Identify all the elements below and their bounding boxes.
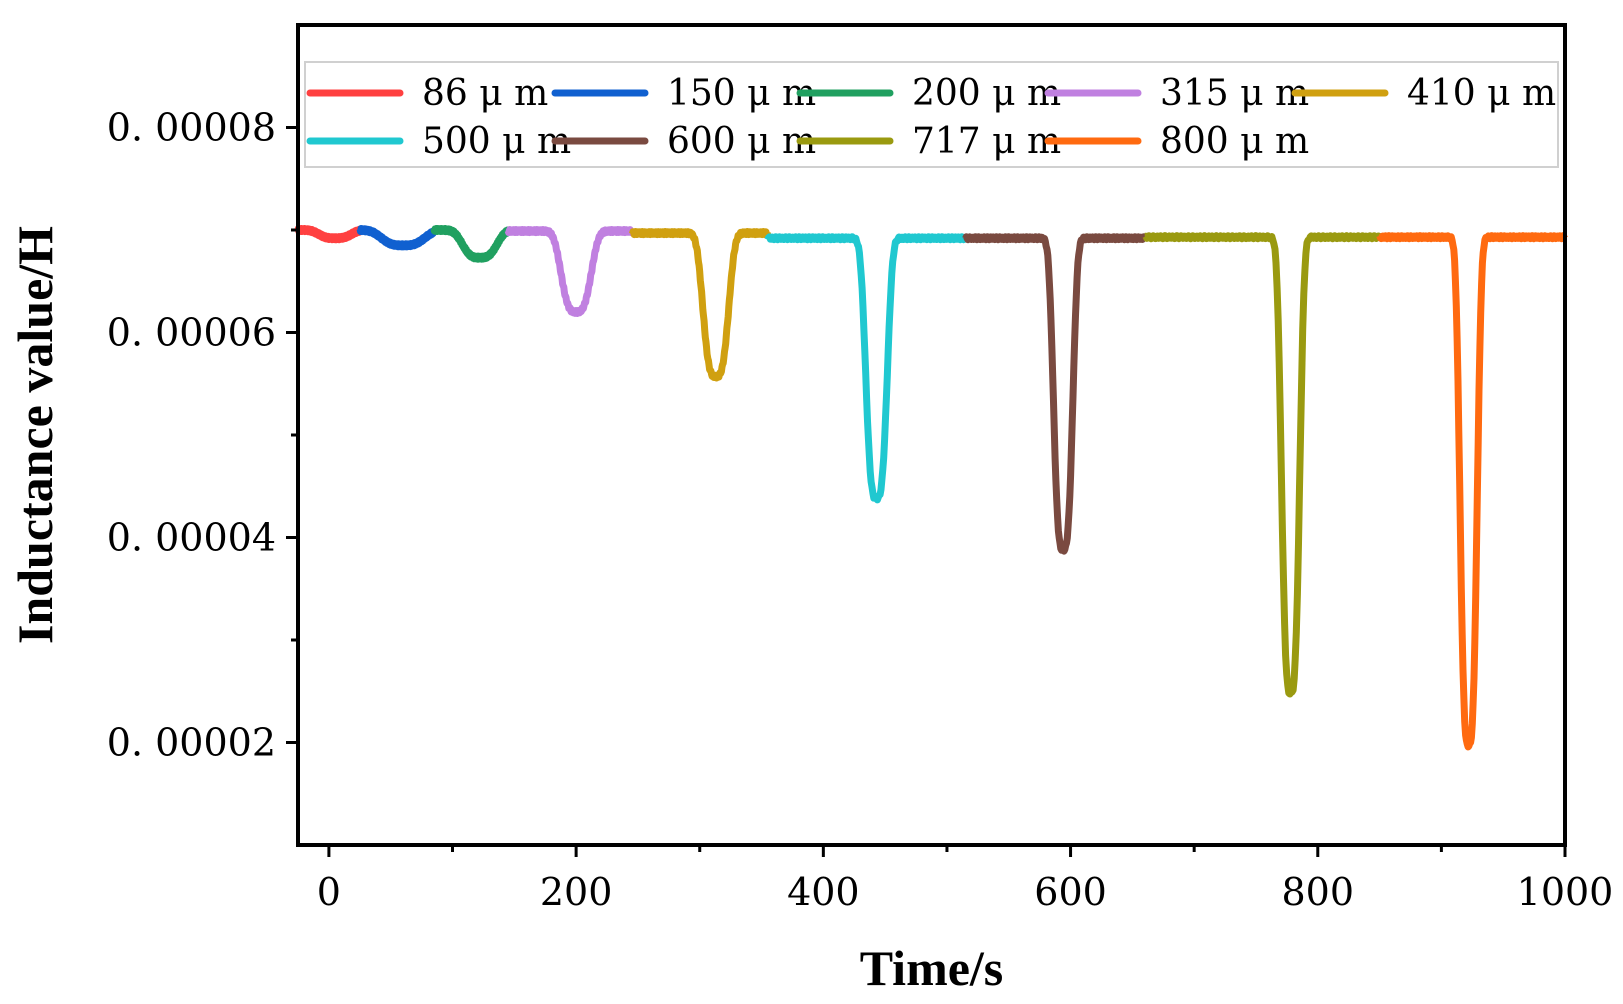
legend-label: 500 μ m [422,121,571,162]
ticks-layer: 0 200 400 600 800 1000 0. 00002 0. 00004 0. 0000… [107,106,1614,915]
series-line [1142,232,1383,698]
legend-label: 200 μ m [912,73,1061,114]
series-layer [294,225,1568,751]
x-tick-label: 600 [1034,870,1107,914]
series-line [430,225,512,263]
y-tick-label: 0. 00004 [107,516,276,560]
x-tick-label: 800 [1282,870,1355,914]
legend-label: 600 μ m [667,121,816,162]
series-line [294,225,364,244]
legend-box [304,61,1559,168]
series-line [356,225,438,251]
series-line [1376,232,1568,751]
series-line [628,228,772,382]
x-tick-label: 400 [787,870,860,914]
y-tick-label: 0. 00002 [107,721,276,765]
series-line [962,233,1148,555]
legend-label: 86 μ m [422,73,548,114]
legend-label: 717 μ m [912,121,1061,162]
series-line [764,233,969,504]
legend: 86 μ m 150 μ m 200 μ m 315 μ m 410 μ m 500 μ … [304,61,1559,168]
series-line [504,226,636,317]
y-tick-label: 0. 00008 [107,106,276,150]
legend-label: 800 μ m [1160,121,1309,162]
x-tick-label: 1000 [1517,870,1614,914]
legend-label: 315 μ m [1160,73,1309,114]
legend-label: 410 μ m [1407,73,1556,114]
y-axis-title: Inductance value/H [7,226,63,644]
x-axis-title: Time/s [860,940,1004,996]
x-tick-label: 200 [540,870,613,914]
legend-label: 150 μ m [667,73,816,114]
x-tick-label: 0 [317,870,341,914]
y-tick-label: 0. 00006 [107,311,276,355]
